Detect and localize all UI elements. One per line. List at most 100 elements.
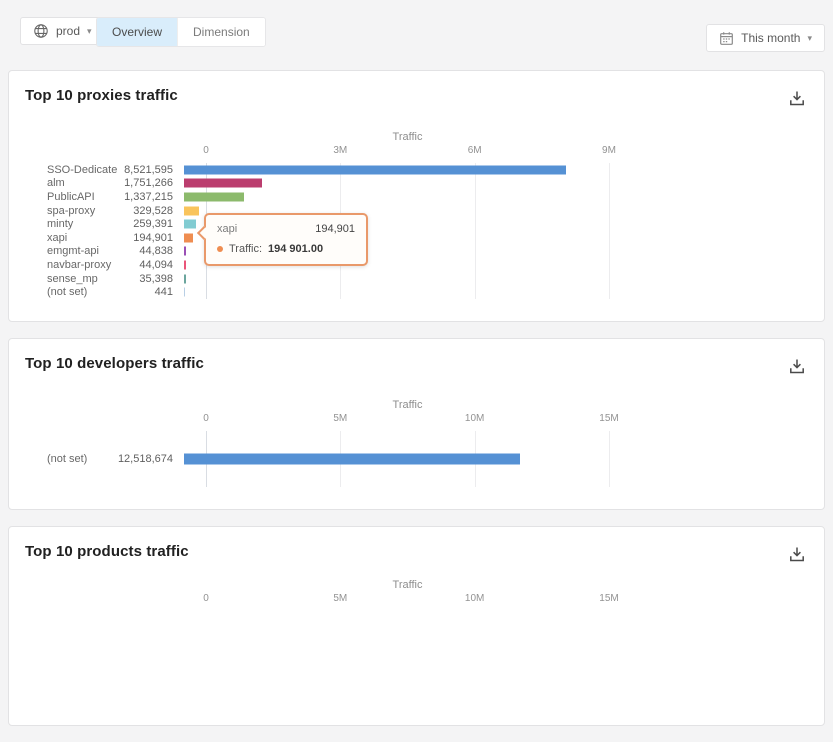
chart-row: sense_mp 35,398: [25, 272, 808, 286]
tooltip-value: 194,901: [315, 223, 355, 235]
gridline: [474, 163, 476, 299]
bar[interactable]: [184, 260, 186, 270]
category-value: 259,391: [133, 218, 173, 231]
bar-track: [184, 272, 587, 286]
category-label: sense_mp: [47, 272, 98, 285]
chart-row: alm 1,751,266: [25, 177, 808, 191]
chevron-down-icon: ▾: [807, 32, 812, 43]
tab-overview[interactable]: Overview: [97, 18, 178, 46]
environment-label: prod: [56, 24, 81, 38]
axis-tick-label: 5M: [333, 592, 348, 604]
category-value: 441: [154, 286, 173, 299]
category-value: 1,337,215: [124, 190, 173, 203]
globe-icon: [33, 23, 49, 39]
chart-row: minty 259,391: [25, 217, 808, 231]
axis-tick-label: 6M: [467, 145, 482, 156]
bar[interactable]: [184, 287, 185, 297]
category-label: (not set): [47, 286, 88, 299]
x-axis-ticks: 0 5M 10M 15M: [203, 412, 619, 426]
bar[interactable]: [184, 165, 566, 175]
bar-track: [184, 204, 587, 218]
chart-tooltip: xapi 194,901 Traffic: 194 901.00: [196, 213, 368, 266]
category-label: (not set): [47, 452, 88, 465]
bar[interactable]: [184, 246, 186, 256]
bar[interactable]: [184, 219, 196, 229]
bar-track: [184, 163, 587, 177]
category-value: 329,528: [133, 204, 173, 217]
download-button[interactable]: [786, 355, 808, 377]
chart-row: xapi 194,901: [25, 231, 808, 245]
chart-row: emgmt-api 44,838: [25, 245, 808, 259]
gridline: [609, 163, 610, 299]
chart-row: (not set) 12,518,674: [25, 431, 808, 487]
axis-tick-label: 15M: [599, 412, 619, 424]
x-axis-title: Traffic: [392, 131, 423, 143]
x-axis-ticks: 0 3M 6M 9M: [203, 145, 616, 158]
bar[interactable]: [184, 274, 186, 284]
dashboard: Top 10 proxies traffic Traffic 0 3M 6M 9M S…: [8, 70, 825, 742]
card-title-products: Top 10 products traffic: [25, 542, 189, 560]
chevron-down-icon: ▾: [87, 25, 92, 36]
category-value: 44,838: [139, 245, 173, 258]
chart-row: (not set) 441: [25, 285, 808, 299]
category-label: spa-proxy: [47, 204, 96, 217]
category-label: PublicAPI: [47, 190, 95, 203]
bar-track: [184, 190, 587, 204]
bar-track: [184, 177, 587, 191]
category-label: minty: [47, 218, 74, 231]
category-value: 12,518,674: [117, 452, 173, 465]
card-top-proxies: Top 10 proxies traffic Traffic 0 3M 6M 9M S…: [8, 70, 825, 322]
axis-tick-label: 0: [203, 592, 209, 604]
chart-row: navbar-proxy 44,094: [25, 258, 808, 272]
topbar: prod ▾ Overview Dimension This month ▾: [0, 0, 833, 62]
category-value: 44,094: [139, 258, 173, 271]
bar[interactable]: [184, 178, 263, 188]
x-axis-title: Traffic: [392, 398, 423, 411]
axis-tick-label: 10M: [464, 412, 485, 424]
category-value: 1,751,266: [124, 177, 173, 190]
bar[interactable]: [184, 192, 244, 202]
bar[interactable]: [184, 206, 199, 216]
bar-track: [184, 285, 587, 299]
chart-row: SSO-Dedicated-U... 8,521,595: [25, 163, 808, 177]
chart-row: PublicAPI 1,337,215: [25, 190, 808, 204]
category-label: navbar-proxy: [47, 258, 112, 271]
card-top-products: Top 10 products traffic Traffic 0 5M 10M 15…: [8, 525, 825, 726]
proxies-chart: Traffic 0 3M 6M 9M SSO-Dedicated-U... 8,521,…: [25, 131, 808, 299]
axis-tick-label: 5M: [333, 412, 348, 424]
axis-tick-label: 0: [203, 412, 209, 424]
products-chart: Traffic 0 5M 10M 15M: [25, 579, 808, 606]
calendar-icon: [719, 31, 734, 46]
download-button[interactable]: [786, 87, 808, 109]
chart-row: spa-proxy 329,528: [25, 204, 808, 218]
axis-tick-label: 3M: [333, 145, 348, 156]
axis-tick-label: 10M: [464, 592, 485, 604]
category-value: 35,398: [139, 272, 173, 285]
axis-tick-label: 0: [203, 145, 209, 156]
download-button[interactable]: [786, 543, 808, 565]
developers-chart: Traffic 0 5M 10M 15M (not set) 12,518,674: [25, 399, 808, 487]
category-label: emgmt-api: [47, 245, 99, 258]
bar-track: [184, 431, 587, 487]
tab-dimension[interactable]: Dimension: [177, 18, 265, 46]
category-value: 8,521,595: [124, 163, 173, 176]
bar-track: [184, 245, 587, 259]
view-tabs: Overview Dimension: [96, 17, 266, 47]
bar[interactable]: [184, 233, 193, 243]
series-marker-dot: [217, 246, 223, 252]
bar-track: [184, 217, 587, 231]
environment-selector[interactable]: prod ▾: [20, 17, 105, 45]
gridline: [609, 430, 610, 487]
category-label: xapi: [47, 231, 68, 244]
tooltip-series-label: Traffic:: [229, 243, 263, 255]
bar[interactable]: [184, 453, 521, 465]
axis-tick-label: 9M: [602, 145, 616, 156]
bar-track: [184, 258, 587, 272]
category-label: SSO-Dedicated-U...: [47, 163, 117, 176]
card-top-developers: Top 10 developers traffic Traffic 0 5M 10M…: [8, 337, 825, 510]
card-title-proxies: Top 10 proxies traffic: [25, 87, 178, 104]
chart-rows: (not set) 12,518,674: [25, 431, 808, 487]
category-value: 194,901: [133, 231, 173, 244]
bar-track: [184, 231, 587, 245]
date-range-selector[interactable]: This month ▾: [706, 24, 825, 52]
